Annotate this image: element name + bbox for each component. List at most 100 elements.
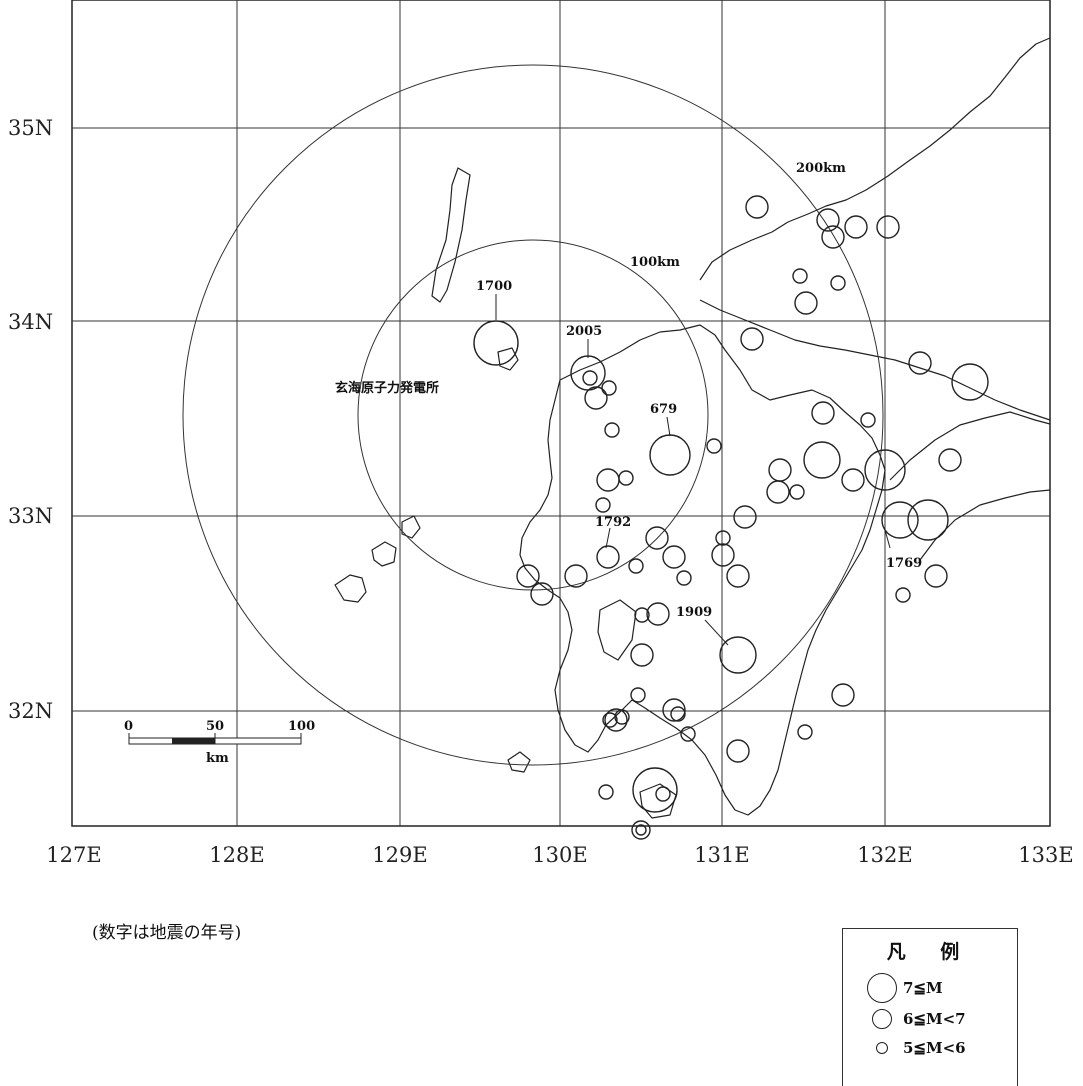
epicenter-circle (768, 458, 792, 482)
epicenter-circle (726, 739, 750, 763)
epicenter-circle (584, 386, 608, 410)
epicenter-circle (655, 786, 671, 802)
epicenter-circle (614, 709, 630, 725)
legend: 凡 例 7≦M 6≦M<7 5≦M<6 (842, 928, 1018, 1086)
epicenter-circle (662, 698, 686, 722)
epicenter-circle (530, 582, 554, 606)
year-note: (数字は地震の年号) (92, 923, 242, 943)
year-labels: 1700 2005 679 1792 1909 1769 (476, 279, 922, 620)
epicenter-circle (632, 767, 678, 813)
epicenter-circle (864, 449, 906, 491)
epicenter-circle (631, 820, 651, 840)
lon-label: 128E (209, 843, 264, 867)
epicenter-circle (604, 708, 628, 732)
epicenter-circle (803, 441, 841, 479)
distance-rings (182, 64, 884, 766)
site-label: 玄海原子力発電所 (335, 380, 439, 396)
epicenter-circle (715, 530, 731, 546)
small-circle-icon (865, 1042, 899, 1054)
epicenters (473, 195, 989, 840)
lon-label: 132E (857, 843, 912, 867)
epicenter-circle (792, 268, 808, 284)
epicenter-circle (745, 195, 769, 219)
epicenter-circle (601, 380, 617, 396)
epicenter-circle (797, 724, 813, 740)
scale-tick: 50 (206, 719, 224, 734)
epicenter-circle (680, 726, 696, 742)
epicenter-circle (634, 607, 650, 623)
epicenter-circle (951, 363, 989, 401)
lat-label: 35N (8, 116, 53, 140)
epicenter-circle (618, 470, 634, 486)
epicenter-circle (676, 570, 692, 586)
epicenter-circle (924, 564, 948, 588)
year-label: 1909 (676, 605, 712, 620)
ring-200km-label: 200km (796, 161, 846, 176)
lat-label: 33N (8, 504, 53, 528)
epicenter-circle (719, 636, 757, 674)
scale-bar: 0 50 100 km (124, 719, 315, 766)
lat-labels: 35N 34N 33N 32N (8, 116, 53, 723)
epicenter-circle (670, 706, 686, 722)
legend-label: 7≦M (903, 979, 943, 997)
epicenter-circle (908, 351, 932, 375)
year-label: 1769 (886, 556, 922, 571)
epicenter-circle (649, 434, 691, 476)
epicenter-circle (595, 497, 611, 513)
lon-label: 133E (1018, 843, 1073, 867)
epicenter-circle (711, 543, 735, 567)
ring-100km-label: 100km (630, 255, 680, 270)
epicenter-circle (602, 712, 618, 728)
epicenter-circle (841, 468, 865, 492)
epicenter-circle (628, 558, 644, 574)
ring-100km (357, 239, 709, 591)
epicenter-circle (860, 412, 876, 428)
epicenter-circle (811, 401, 835, 425)
epicenter-circle (473, 320, 519, 366)
epicenter-circle (604, 422, 620, 438)
epicenter-circle (881, 501, 919, 539)
epicenter-circle (844, 215, 868, 239)
epicenter-circle (645, 526, 669, 550)
legend-row-small: 5≦M<6 (865, 1039, 966, 1057)
lon-label: 131E (694, 843, 749, 867)
epicenter-circle (596, 468, 620, 492)
graticule (72, 0, 1050, 826)
year-label: 1792 (595, 515, 631, 530)
legend-label: 6≦M<7 (903, 1010, 966, 1028)
epicenter-map: 100km 200km 玄海原子力発電所 1700 2005 679 1792 … (8, 0, 1074, 867)
epicenter-circle (794, 291, 818, 315)
lat-label: 32N (8, 699, 53, 723)
year-label: 1700 (476, 279, 512, 294)
epicenter-circle (895, 587, 911, 603)
medium-circle-icon (865, 1009, 899, 1029)
year-label: 679 (650, 402, 677, 417)
ring-200km (182, 64, 884, 766)
epicenter-circle (630, 643, 654, 667)
epicenter-circle (582, 370, 598, 386)
lat-label: 34N (8, 310, 53, 334)
lon-label: 127E (46, 843, 101, 867)
epicenter-circle (733, 505, 757, 529)
epicenter-circle (766, 480, 790, 504)
legend-title: 凡 例 (886, 941, 974, 963)
epicenter-circle (740, 327, 764, 351)
epicenter-circle (789, 484, 805, 500)
epicenter-circle (596, 545, 620, 569)
epicenter-circle (662, 545, 686, 569)
epicenter-circle (516, 564, 540, 588)
coastlines (334, 37, 1051, 819)
lon-label: 130E (532, 843, 587, 867)
legend-row-medium: 6≦M<7 (865, 1009, 966, 1029)
legend-row-large: 7≦M (865, 973, 943, 1003)
scale-unit: km (206, 751, 229, 766)
map-border (71, 0, 1051, 827)
lon-label: 129E (372, 843, 427, 867)
epicenter-circle (830, 275, 846, 291)
epicenter-circle (938, 448, 962, 472)
epicenter-circle (646, 602, 670, 626)
epicenter-circle (726, 564, 750, 588)
epicenter-circle (816, 208, 840, 232)
epicenter-circle (706, 438, 722, 454)
epicenter-circle (564, 564, 588, 588)
